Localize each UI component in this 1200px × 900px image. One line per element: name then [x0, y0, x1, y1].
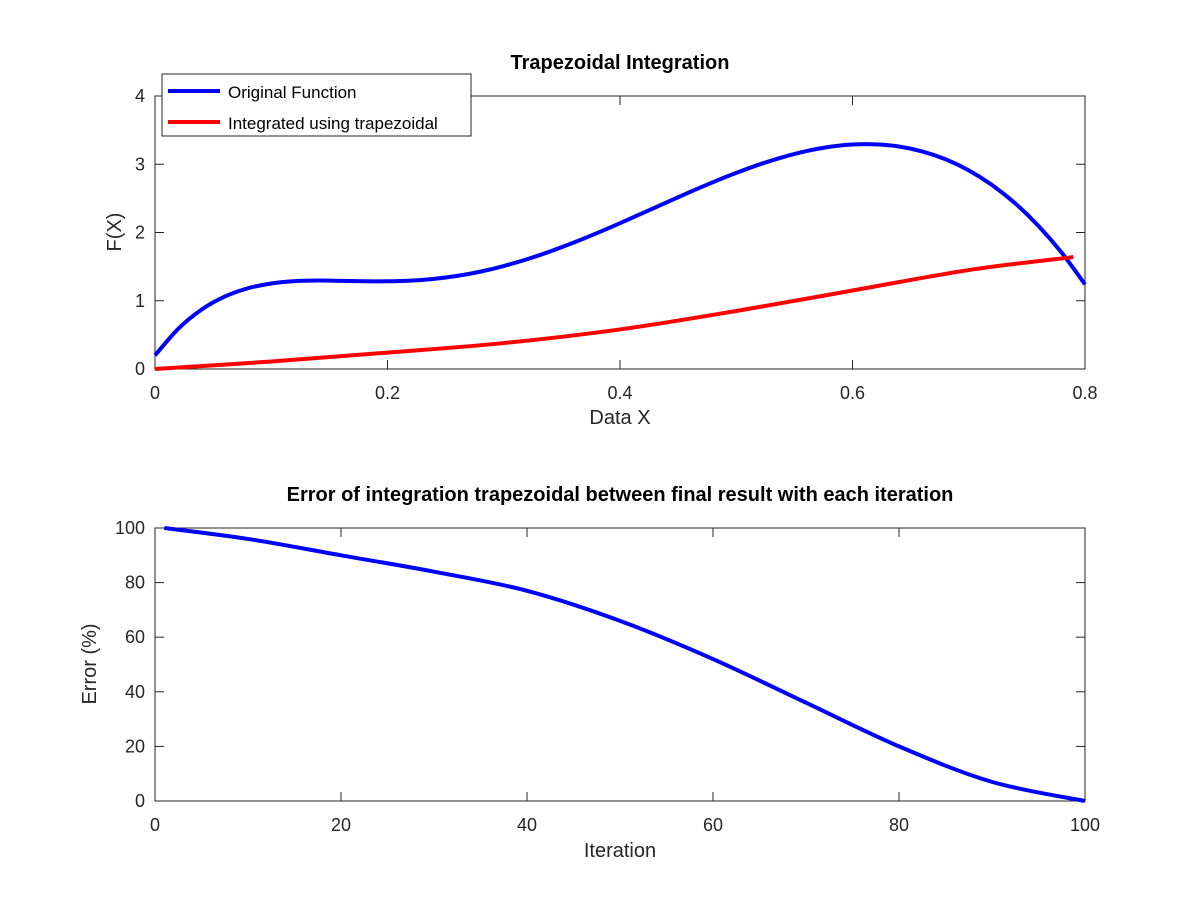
x-tick-label: 0.8: [1072, 383, 1097, 403]
x-tick-label: 40: [517, 815, 537, 835]
y-tick-label: 0: [135, 791, 145, 811]
y-tick-label: 40: [125, 682, 145, 702]
y-tick-label: 4: [135, 86, 145, 106]
y-tick-label: 0: [135, 359, 145, 379]
legend-label-integrated: Integrated using trapezoidal: [228, 114, 438, 133]
series-line-integrated-using-trapezoidal: [154, 255, 1074, 371]
subplot-1: Trapezoidal Integration Data X F(X) 0 0.2…: [104, 52, 1098, 429]
x-axis-label-1: Data X: [589, 407, 650, 429]
legend-label-original-function: Original Function: [228, 83, 357, 102]
x-tick-label: 0.2: [375, 383, 400, 403]
legend: Original Function Integrated using trape…: [161, 73, 472, 137]
y-tick-label: 3: [135, 154, 145, 174]
legend-box: [161, 73, 472, 137]
plot-area-1: [154, 95, 1086, 370]
chart-title-2: Error of integration trapezoidal between…: [287, 484, 954, 506]
x-tick-label: 0.4: [607, 383, 632, 403]
y-tick-label: 60: [125, 627, 145, 647]
y-tick-label: 1: [135, 291, 145, 311]
x-tick-label: 20: [331, 815, 351, 835]
x-tick-label: 0: [150, 815, 160, 835]
x-tick-label: 80: [889, 815, 909, 835]
axis-ticks-2: 0 20 40 60 80 100 0 20 40 60 80 100: [115, 518, 1100, 835]
subplot-2: Error of integration trapezoidal between…: [79, 484, 1100, 862]
y-axis-label-1: F(X): [104, 213, 126, 252]
series-lines-2: [164, 526, 1086, 803]
y-tick-label: 80: [125, 573, 145, 593]
y-axis-label-2: Error (%): [79, 623, 101, 704]
x-tick-label: 0: [150, 383, 160, 403]
axis-ticks-1: 0 0.2 0.4 0.6 0.8 0 1 2 3 4: [135, 86, 1098, 403]
series-lines-1: [153, 142, 1087, 371]
chart-title-1: Trapezoidal Integration: [511, 52, 730, 74]
x-tick-label: 0.6: [840, 383, 865, 403]
series-line-original-function: [153, 142, 1087, 357]
x-tick-label: 100: [1070, 815, 1100, 835]
x-axis-label-2: Iteration: [584, 840, 656, 862]
y-tick-label: 100: [115, 518, 145, 538]
y-tick-label: 2: [135, 223, 145, 243]
y-tick-label: 20: [125, 736, 145, 756]
x-tick-label: 60: [703, 815, 723, 835]
series-line-chart2-series1: [164, 526, 1086, 803]
plot-area-2: [154, 527, 1086, 802]
